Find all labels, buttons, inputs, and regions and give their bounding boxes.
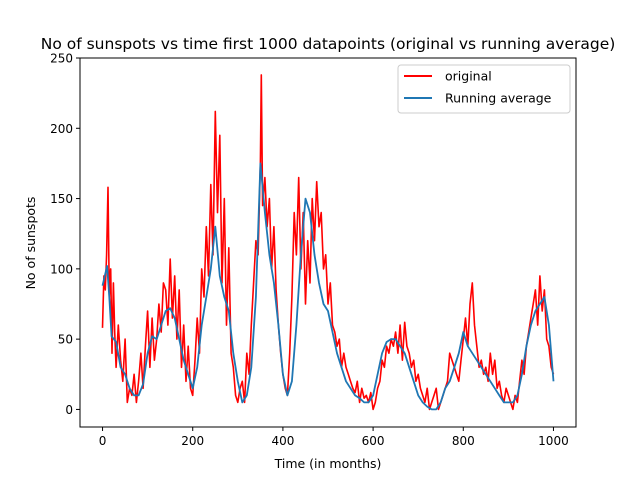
series-line-running-average (101, 162, 555, 411)
y-tick-label: 150 (50, 192, 73, 206)
x-tick-label: 200 (181, 434, 204, 448)
y-tick-label: 250 (50, 52, 73, 66)
y-tick-label: 0 (65, 403, 73, 417)
tick-layer: 0 200 400 600 800 1000 0 50 100 150 200 250 (50, 52, 569, 449)
y-tick-label: 100 (50, 262, 73, 276)
plot-area-frame (79, 57, 577, 428)
legend-label-original: original (445, 69, 492, 84)
legend-label-running-average: Running average (445, 91, 552, 106)
y-axis-label: No of sunspots (23, 197, 38, 290)
legend-box (397, 64, 571, 114)
x-tick-label: 600 (362, 434, 385, 448)
x-tick-label: 1000 (538, 434, 569, 448)
series-line-original (101, 74, 555, 411)
plot-series-layer (101, 74, 555, 411)
x-tick-label: 0 (99, 434, 107, 448)
x-axis-label: Time (in months) (274, 456, 382, 471)
x-tick-label: 400 (271, 434, 294, 448)
x-tick-label: 800 (452, 434, 475, 448)
y-tick-label: 200 (50, 122, 73, 136)
legend: original Running average (397, 64, 571, 114)
chart-title: No of sunspots vs time first 1000 datapo… (41, 35, 616, 53)
y-tick-label: 50 (58, 333, 73, 347)
